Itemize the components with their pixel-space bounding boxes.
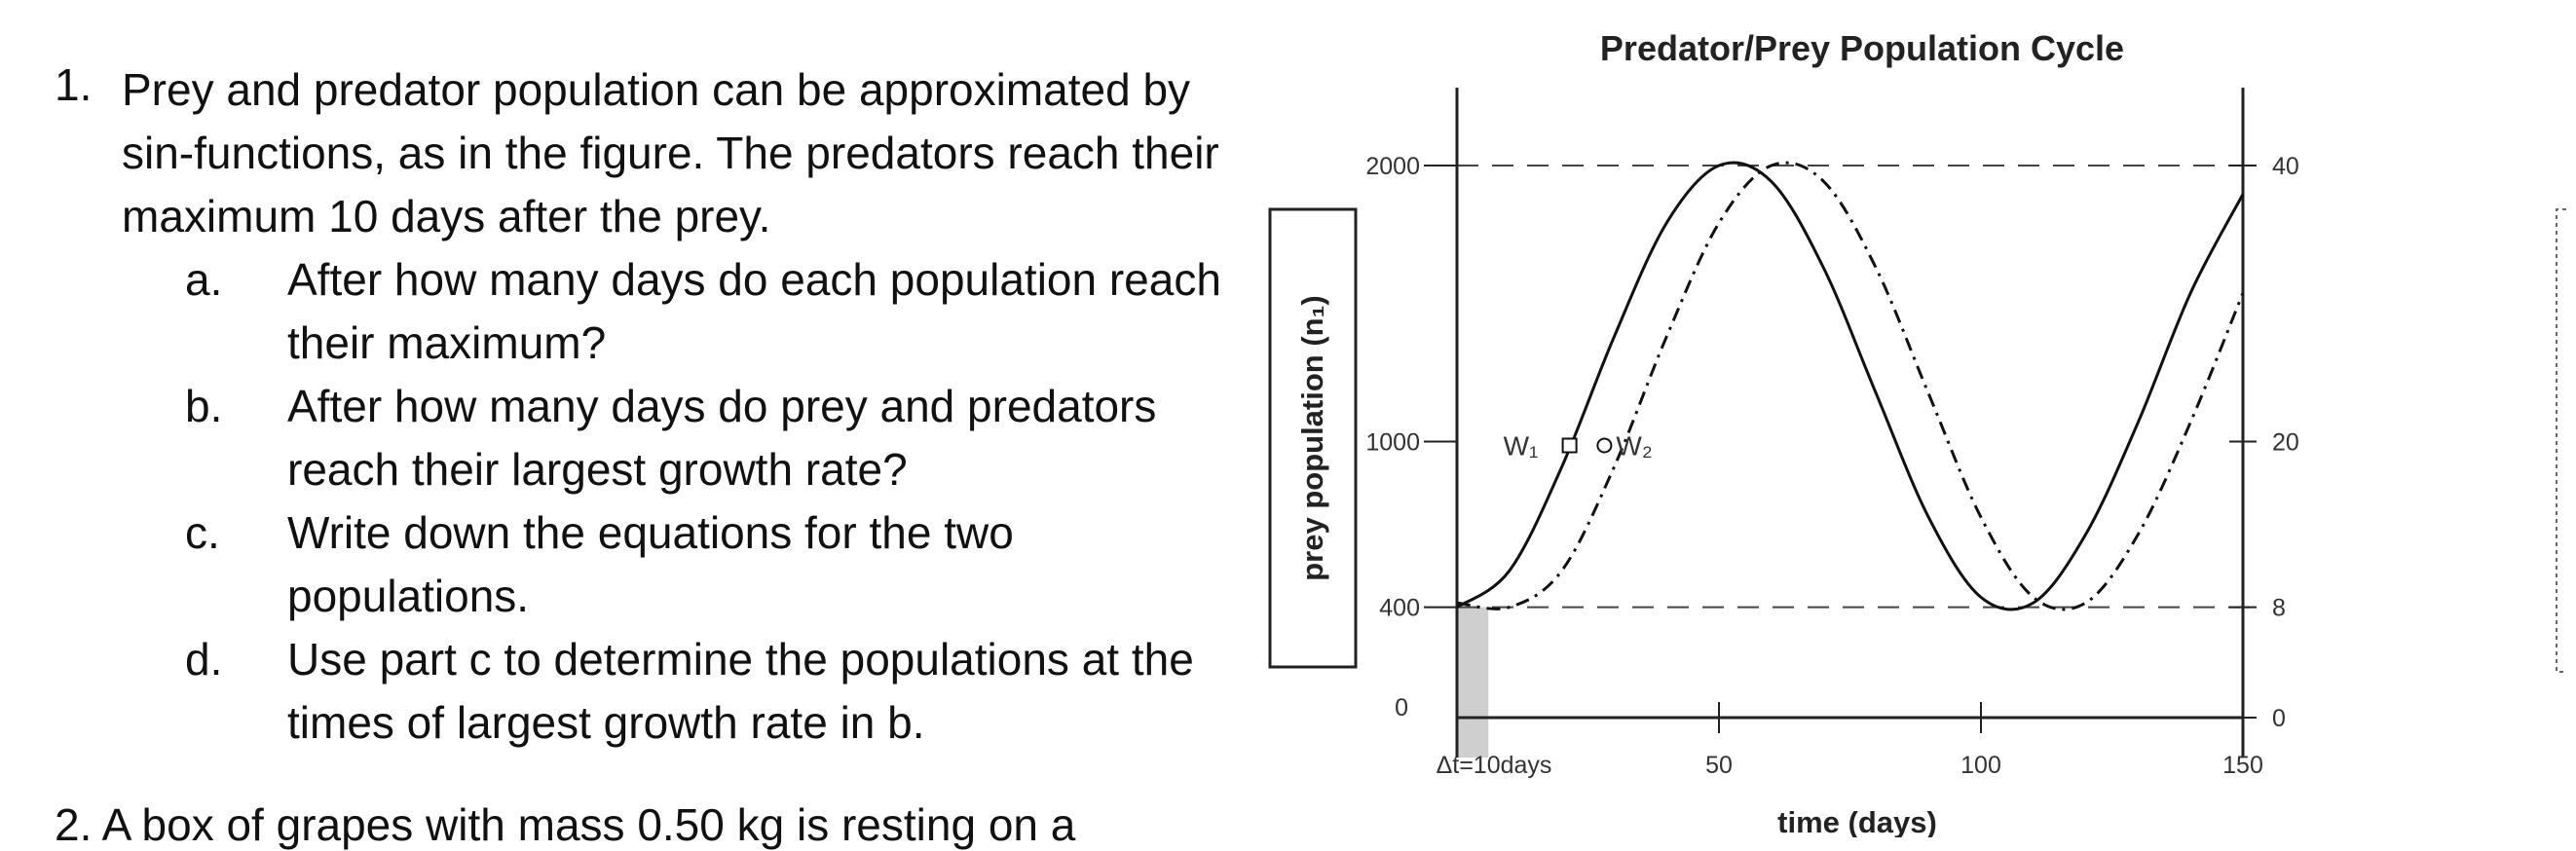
w1-square-marker <box>1561 437 1578 454</box>
x-tick-label-50: 50 <box>1705 752 1733 779</box>
left-tick-label-400: 400 <box>1379 595 1420 622</box>
ylabel-box <box>1268 207 1358 669</box>
cropped-right-box <box>2556 208 2566 673</box>
left-tick-label-2000: 2000 <box>1365 153 1420 180</box>
part-c-text: Write down the equations for the two pop… <box>287 507 1014 621</box>
part-c-letter: c. <box>185 507 220 558</box>
part-d-letter: d. <box>185 634 223 684</box>
left-tick-label-1000: 1000 <box>1365 429 1420 457</box>
question-1-text: Prey and predator population can be appr… <box>122 64 1219 241</box>
right-tick-label-20: 20 <box>2272 429 2299 457</box>
part-a-text: After how many days do each population r… <box>287 254 1221 368</box>
x-tick-label-100: 100 <box>1960 752 2001 779</box>
predator-prey-chart: prey population (n₁) Predator/Prey Popul… <box>1268 28 2566 837</box>
predator-prey-figure: prey population (n₁) Predator/Prey Popul… <box>1256 0 2576 837</box>
w2-circle-marker <box>1596 437 1613 454</box>
x-axis-label: time (days) <box>1777 805 1937 837</box>
w1-label: W₁ <box>1504 431 1539 462</box>
part-d-text: Use part c to determine the populations … <box>287 634 1194 748</box>
left-tick-label-0: 0 <box>1395 694 1408 722</box>
part-a-letter: a. <box>185 254 223 305</box>
delta-t-shade <box>1457 607 1489 758</box>
w2-label: W₂ <box>1616 431 1652 462</box>
right-tick-label-40: 40 <box>2272 153 2299 180</box>
chart-title: Predator/Prey Population Cycle <box>1600 28 2124 68</box>
right-tick-label-8: 8 <box>2272 595 2286 622</box>
problem-text: 1. Prey and predator population can be a… <box>0 0 1256 850</box>
y-axis-label: prey population (n₁) <box>1295 295 1329 581</box>
x-tick-label-150: 150 <box>2222 752 2263 779</box>
question-2-partial: 2. A box of grapes with mass 0.50 kg is … <box>55 799 1076 850</box>
prey-curve <box>1456 161 2245 611</box>
part-b-letter: b. <box>185 381 223 431</box>
right-tick-label-0: 0 <box>2272 705 2286 732</box>
left-tick-group: 0 400 1000 2000 <box>1365 153 1457 722</box>
question-1-number: 1. <box>55 59 93 110</box>
x-tick-group: Δt=10days 50 100 150 <box>1437 702 2263 779</box>
part-b-text: After how many days do prey and predator… <box>287 381 1157 495</box>
x-tick-label-delta-t: Δt=10days <box>1437 752 1552 779</box>
predator-curve <box>1456 161 2245 611</box>
right-tick-group: 0 8 20 40 <box>2229 153 2299 732</box>
